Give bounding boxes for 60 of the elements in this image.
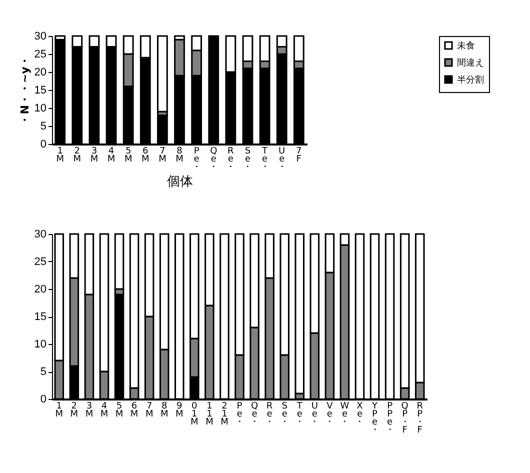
x-tick-label: Xe・ [355, 402, 364, 428]
y-tick-label: 5 [40, 120, 46, 132]
x-axis-title: 個体 [167, 174, 193, 190]
x-tick-label: 3M [90, 146, 98, 164]
y-axis-title: ・N・・~y・ [18, 56, 32, 126]
x-tick-label: PPe・ [385, 402, 394, 436]
x-tick-label: Ue・ [277, 146, 286, 172]
x-tick-label: 7F [296, 146, 302, 164]
x-tick-label: 6M [142, 146, 150, 164]
x-tick-label: Ue・ [310, 402, 320, 428]
y-tick-label: 20 [34, 66, 46, 78]
x-tick-label: 7M [145, 402, 154, 420]
y-tick-label: 0 [40, 394, 46, 406]
x-tick-label: 3M [85, 402, 94, 420]
x-tick-label: 9M [175, 402, 184, 420]
y-tick-label: 25 [34, 256, 46, 268]
x-tick-label: 11M [206, 402, 214, 428]
x-tick-label: 2M [70, 402, 78, 420]
x-tick-label: 8M [176, 146, 184, 164]
x-tick-label: 1M [55, 402, 64, 420]
x-tick-label: 01M [190, 402, 198, 428]
x-tick-label: 8M [160, 402, 168, 420]
x-tick-label: 5M [124, 146, 132, 164]
x-tick-label: 5M [115, 402, 124, 420]
y-tick-label: 15 [34, 311, 46, 323]
x-tick-label: Qe・ [209, 146, 218, 172]
x-tick-label: Se・ [243, 146, 252, 172]
x-tick-label: Pe・ [192, 146, 202, 172]
x-tick-label: We・ [340, 402, 350, 428]
y-tick-label: 5 [40, 366, 46, 378]
x-tick-label: YPe・ [370, 402, 380, 436]
x-tick-label: 21M [220, 402, 228, 428]
legend-label: 間違え [457, 58, 484, 68]
x-tick-label: Pe・ [235, 402, 244, 428]
y-tick-label: 10 [34, 338, 46, 350]
bar [157, 35, 168, 112]
x-tick-label: Ve・ [325, 402, 334, 428]
y-tick-label: 0 [40, 138, 46, 150]
x-tick-label: RP・F [415, 402, 424, 436]
y-tick-label: 30 [34, 228, 46, 240]
x-tick-label: 7M [158, 146, 166, 164]
y-tick-label: 10 [34, 102, 46, 114]
legend-label: 半分割 [457, 74, 484, 86]
x-tick-label: 4M [100, 402, 108, 420]
x-tick-label: QP・F [400, 402, 410, 436]
x-tick-label: 2M [73, 146, 82, 164]
legend-label: 未食 [457, 40, 475, 52]
x-tick-label: 4M [107, 146, 116, 164]
x-tick-label: Se・ [280, 402, 290, 428]
x-tick-label: 6M [130, 402, 138, 420]
x-tick-label: Re・ [226, 146, 236, 172]
x-tick-label: 1M [56, 146, 64, 164]
x-tick-label: Re・ [265, 402, 274, 428]
x-tick-label: Te・ [295, 402, 304, 428]
y-tick-label: 15 [34, 84, 46, 96]
y-tick-label: 25 [34, 48, 46, 60]
y-tick-label: 20 [34, 284, 46, 296]
x-tick-label: Te・ [260, 146, 270, 172]
x-tick-label: Qe・ [250, 402, 260, 428]
y-tick-label: 30 [34, 30, 46, 42]
